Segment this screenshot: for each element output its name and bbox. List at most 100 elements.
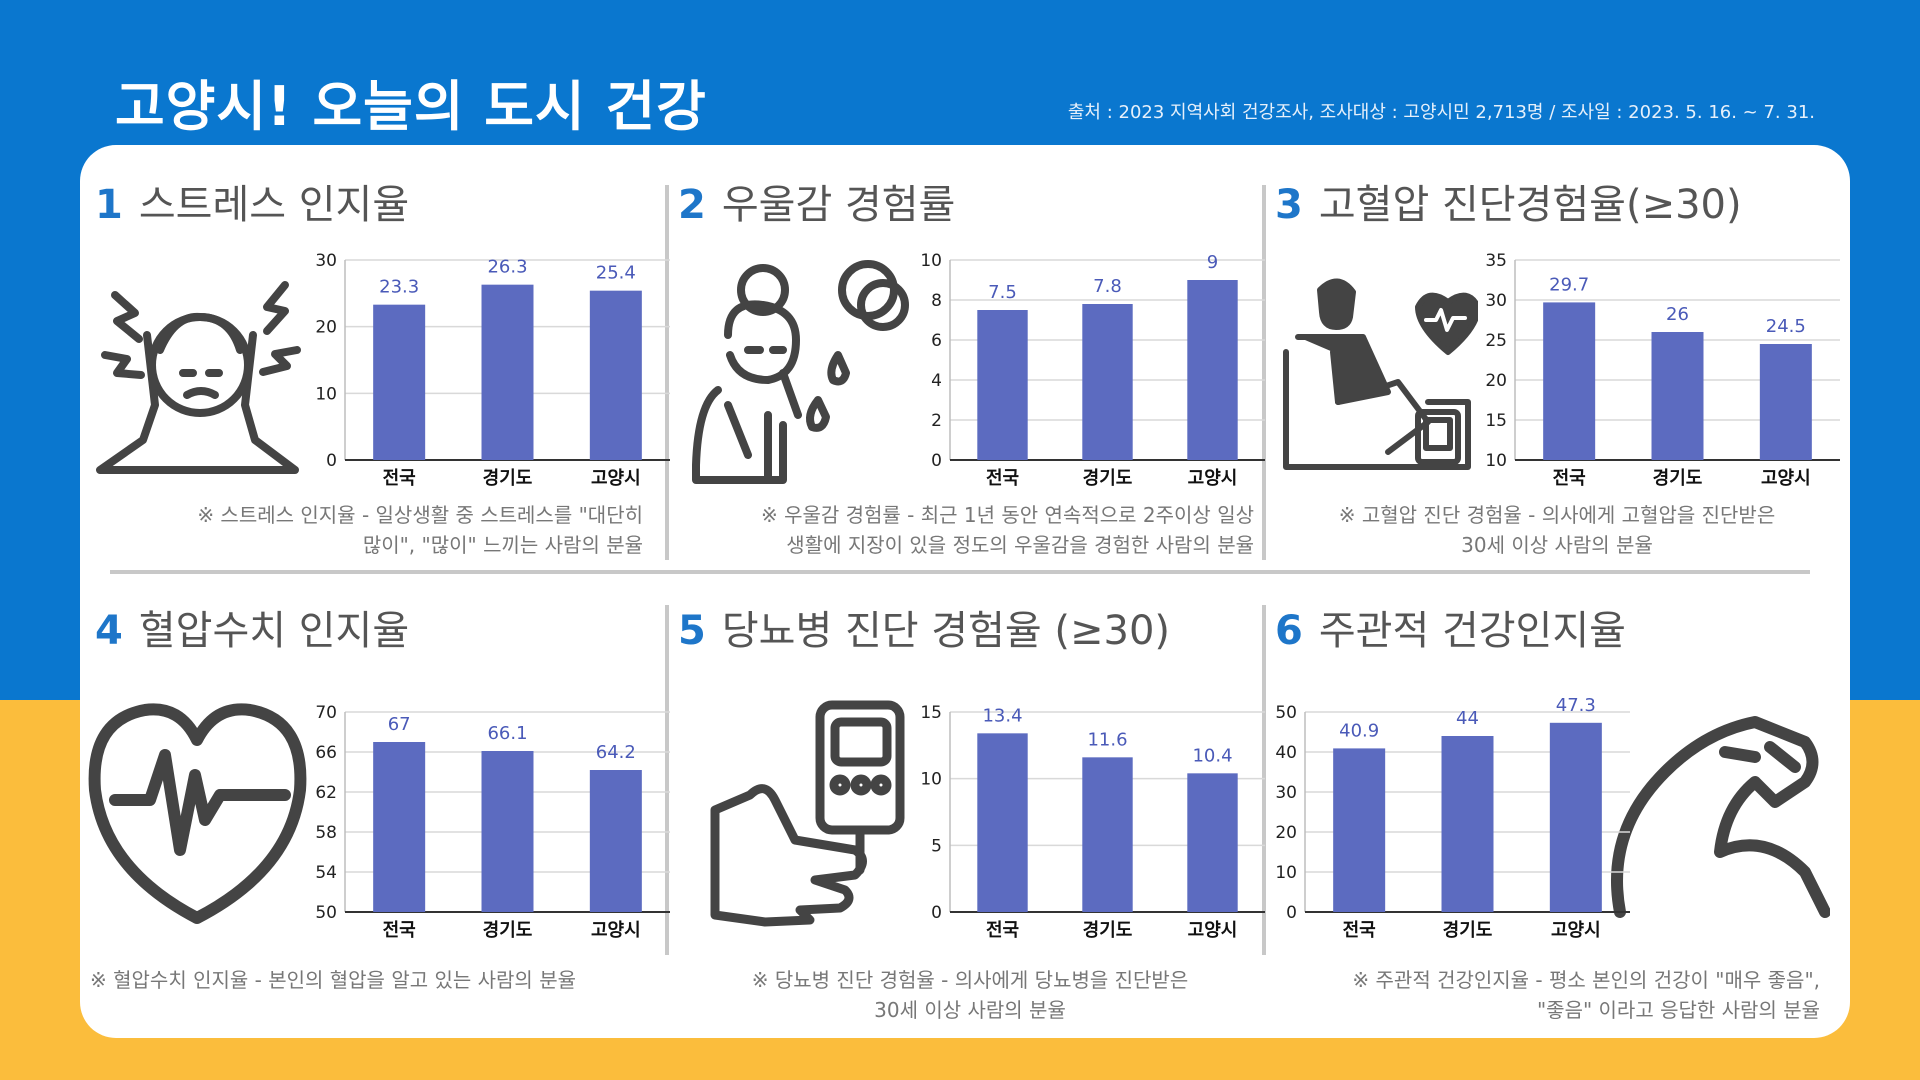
data-label: 7.5: [988, 282, 1017, 303]
y-tick-label: 0: [1286, 903, 1297, 923]
data-label: 25.4: [596, 263, 636, 284]
panel-number: 5: [678, 608, 706, 654]
panel-1-title: 1 스트레스 인지율: [95, 172, 409, 230]
category-label: 전국: [986, 468, 1019, 489]
note-line: 30세 이상 사람의 분율: [874, 998, 1066, 1022]
panel-title-text: 스트레스 인지율: [138, 182, 410, 228]
bar: [1441, 736, 1494, 912]
panel-number: 1: [95, 182, 123, 228]
panel-number: 2: [678, 182, 706, 228]
panel-4-title: 4 혈압수치 인지율: [95, 598, 409, 656]
note-line: ※ 주관적 건강인지율 - 평소 본인의 건강이 "매우 좋음",: [1352, 968, 1820, 992]
bar: [1187, 280, 1238, 460]
bar: [1759, 344, 1812, 460]
y-tick-label: 30: [1275, 783, 1297, 803]
panel-2-title: 2 우울감 경험률: [678, 172, 955, 230]
data-label: 9: [1207, 252, 1218, 273]
category-label: 전국: [1343, 920, 1376, 941]
bar: [1543, 302, 1596, 460]
y-tick-label: 6: [931, 331, 942, 351]
chart-6: 0 10 20 30 40 50 40.9 전국 44 경기도 47.3 고양시: [1275, 695, 1630, 941]
y-tick-label: 25: [1485, 331, 1507, 351]
category-label: 고양시: [1188, 920, 1238, 941]
panel-1-note: ※ 스트레스 인지율 - 일상생활 중 스트레스를 "대단히 많이", "많이"…: [128, 500, 643, 560]
data-label: 67: [388, 714, 411, 735]
bar: [481, 751, 534, 912]
note-line: ※ 고혈압 진단 경험율 - 의사에게 고혈압을 진단받은: [1338, 503, 1776, 527]
y-tick-label: 10: [920, 251, 942, 271]
divider: [110, 570, 1810, 574]
category-label: 경기도: [1083, 468, 1133, 489]
data-label: 47.3: [1556, 695, 1596, 716]
glucose-meter-icon: [710, 700, 905, 927]
category-label: 고양시: [1188, 468, 1238, 489]
y-tick-label: 0: [326, 451, 337, 471]
category-label: 경기도: [1443, 920, 1493, 941]
page-title: 고양시! 오늘의 도시 건강: [115, 75, 707, 138]
note-line: 생활에 지장이 있을 정도의 우울감을 경험한 사람의 분율: [786, 533, 1254, 557]
stressed-person-icon: [96, 281, 301, 474]
note-line: ※ 혈압수치 인지율 - 본인의 혈압을 알고 있는 사람의 분율: [90, 968, 576, 992]
heart-pulse-icon: [88, 703, 307, 924]
panel-5-title: 5 당뇨병 진단 경험율 (≥30): [678, 598, 1170, 656]
bar: [1549, 722, 1602, 912]
category-label: 고양시: [591, 468, 641, 489]
y-tick-label: 50: [1275, 703, 1297, 723]
panel-title-text: 혈압수치 인지율: [138, 608, 410, 654]
bar: [481, 284, 534, 460]
category-label: 고양시: [1551, 920, 1601, 941]
y-tick-label: 70: [315, 703, 337, 723]
data-label: 10.4: [1192, 745, 1232, 766]
data-label: 44: [1456, 708, 1479, 729]
category-label: 경기도: [1653, 468, 1703, 489]
category-label: 고양시: [591, 920, 641, 941]
bar: [589, 290, 642, 460]
y-tick-label: 10: [1275, 863, 1297, 883]
panel-5-note: ※ 당뇨병 진단 경험율 - 의사에게 당뇨병을 진단받은 30세 이상 사람의…: [690, 965, 1250, 1025]
panel-4-note: ※ 혈압수치 인지율 - 본인의 혈압을 알고 있는 사람의 분율: [90, 965, 576, 995]
depressed-woman-icon: [692, 260, 909, 484]
panel-title-text: 당뇨병 진단 경험율 (≥30): [721, 608, 1171, 654]
data-label: 26.3: [487, 257, 527, 278]
y-tick-label: 15: [1485, 411, 1507, 431]
data-label: 23.3: [379, 277, 419, 298]
note-line: ※ 스트레스 인지율 - 일상생활 중 스트레스를 "대단히: [197, 503, 643, 527]
y-tick-label: 5: [931, 836, 942, 856]
panel-6-title: 6 주관적 건강인지율: [1275, 598, 1626, 656]
category-label: 고양시: [1761, 468, 1811, 489]
y-tick-label: 58: [315, 823, 337, 843]
y-tick-label: 30: [315, 251, 337, 271]
y-tick-label: 20: [1485, 371, 1507, 391]
category-label: 전국: [383, 468, 416, 489]
bar: [1187, 773, 1238, 912]
bar: [977, 733, 1028, 912]
category-label: 경기도: [1083, 920, 1133, 941]
y-tick-label: 10: [1485, 451, 1507, 471]
y-tick-label: 54: [315, 863, 337, 883]
data-label: 40.9: [1339, 720, 1379, 741]
y-tick-label: 2: [931, 411, 942, 431]
bar: [373, 304, 426, 460]
category-label: 경기도: [483, 468, 533, 489]
chart-2: 0 2 4 6 8 10 7.5 전국 7.8 경기도 9 고양시: [920, 251, 1265, 489]
note-line: ※ 우울감 경험률 - 최근 1년 동안 연속적으로 2주이상 일상: [760, 503, 1254, 527]
panel-6-note: ※ 주관적 건강인지율 - 평소 본인의 건강이 "매우 좋음", "좋음" 이…: [1272, 965, 1820, 1025]
data-label: 29.7: [1549, 274, 1589, 295]
y-tick-label: 62: [315, 783, 337, 803]
y-tick-label: 20: [1275, 823, 1297, 843]
chart-1: 0 10 20 30 23.3 전국 26.3 경기도 25.4 고양시: [315, 251, 670, 489]
panel-3-title: 3 고혈압 진단경험율(≥30): [1275, 172, 1742, 230]
bar: [1333, 748, 1386, 912]
panel-3-note: ※ 고혈압 진단 경험율 - 의사에게 고혈압을 진단받은 30세 이상 사람의…: [1292, 500, 1822, 560]
y-tick-label: 40: [1275, 743, 1297, 763]
y-tick-label: 4: [931, 371, 942, 391]
note-line: 많이", "많이" 느끼는 사람의 분율: [362, 533, 643, 557]
panel-number: 4: [95, 608, 123, 654]
y-tick-label: 50: [315, 903, 337, 923]
bar: [589, 770, 642, 912]
data-label: 26: [1666, 304, 1689, 325]
divider: [665, 605, 669, 955]
y-tick-label: 30: [1485, 291, 1507, 311]
y-tick-label: 15: [920, 703, 942, 723]
y-tick-label: 66: [315, 743, 337, 763]
